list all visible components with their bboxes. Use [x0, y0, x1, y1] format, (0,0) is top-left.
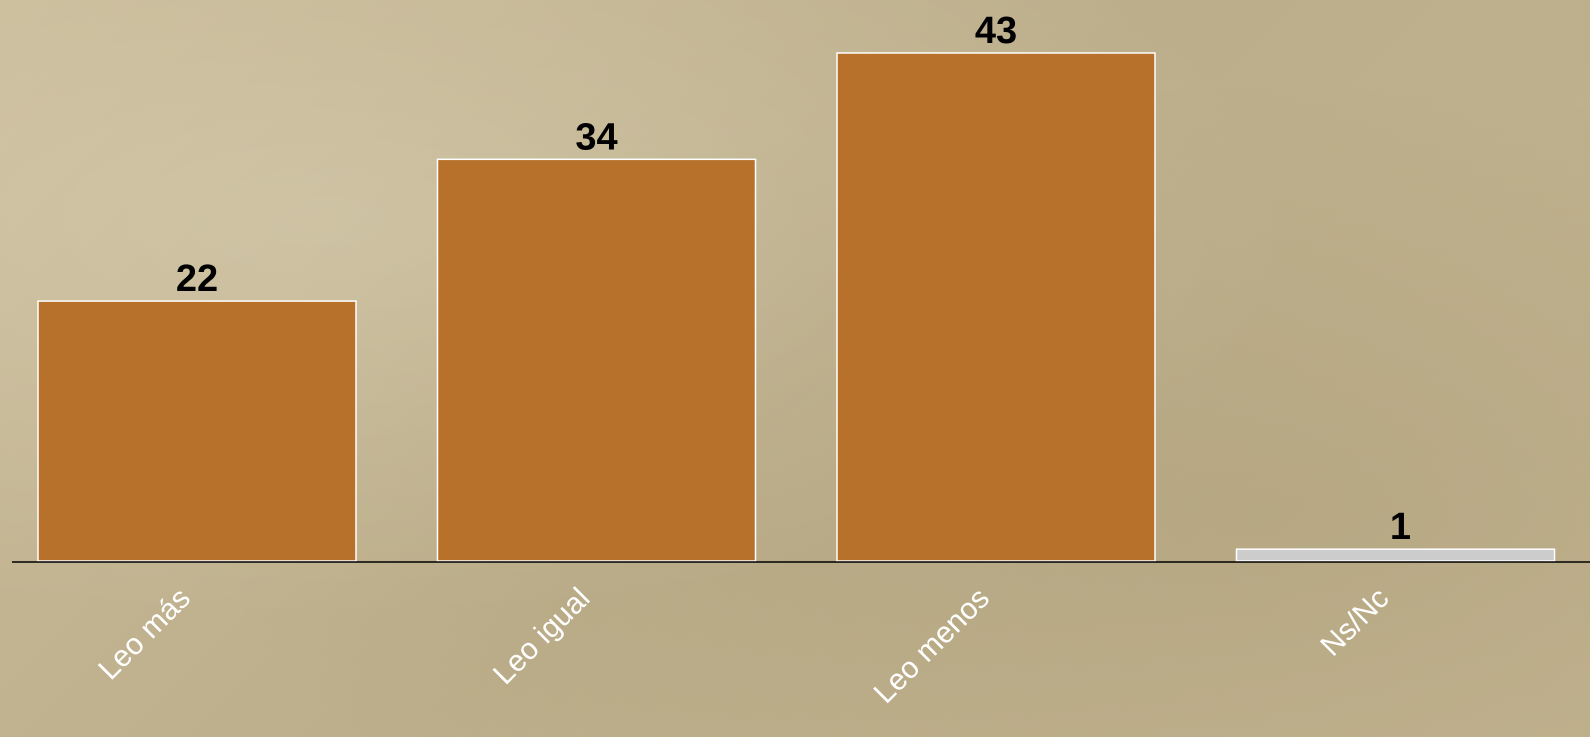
category-label-3: Ns/Nc [1314, 582, 1395, 663]
bars-layer [37, 52, 1556, 562]
value-labels-layer: 22 34 43 1 [176, 10, 1411, 548]
category-label-1: Leo igual [487, 582, 596, 691]
bar-0 [37, 300, 357, 562]
value-label-1: 34 [575, 116, 617, 158]
value-label-0: 22 [176, 258, 218, 300]
category-label-2: Leo menos [868, 582, 996, 710]
category-label-0: Leo más [92, 582, 197, 687]
value-label-2: 43 [975, 10, 1017, 52]
bar-3 [1235, 548, 1556, 562]
bar-1 [436, 158, 757, 562]
bar-2 [836, 52, 1156, 562]
category-labels-layer: Leo más Leo igual Leo menos Ns/Nc [92, 582, 1395, 710]
value-label-3: 1 [1390, 506, 1411, 548]
